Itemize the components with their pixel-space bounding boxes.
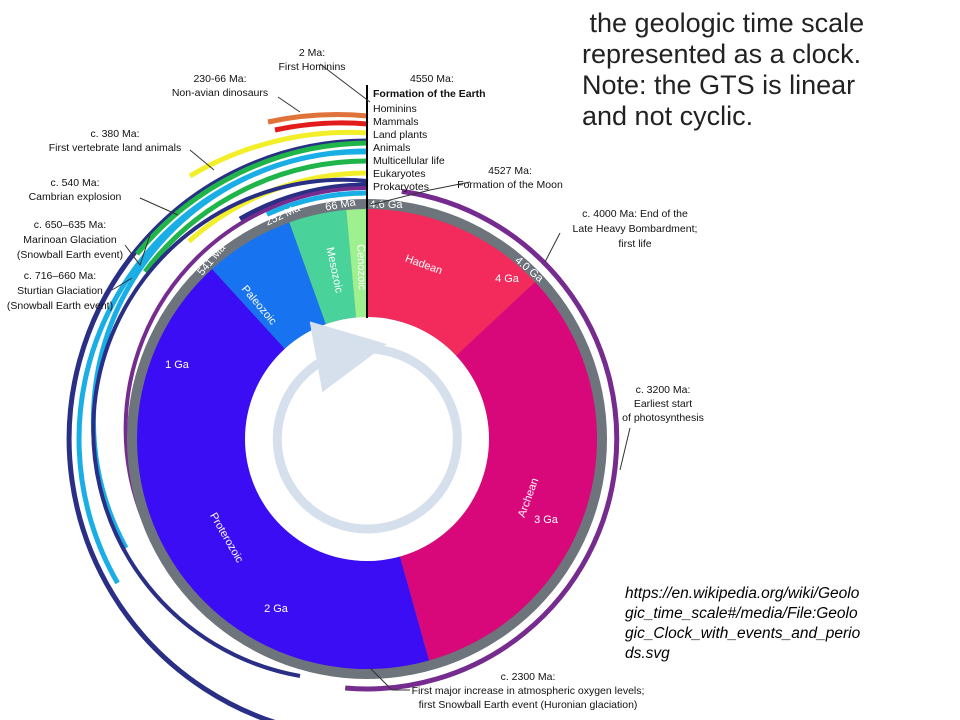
ring-tick-label: 66 Ma — [324, 196, 357, 213]
life-list-item: Mammals — [373, 116, 419, 128]
bombardment-leader — [544, 232, 561, 263]
eon-wedge-hadean — [367, 209, 536, 356]
multicellular-arc — [143, 158, 368, 274]
life-list-item: Hominins — [373, 103, 417, 115]
event-dinosaurs-line: Non-avian dinosaurs — [172, 87, 268, 99]
eon-wedge-paleozoic — [212, 222, 326, 349]
caption-text: the geologic time scale represented as a… — [582, 8, 865, 131]
eon-wedge-cenozoic — [346, 209, 367, 318]
event-sturtian-line: (Snowball Earth event) — [7, 300, 113, 312]
oxygen-leader — [369, 667, 410, 691]
event-cambrian-line: c. 540 Ma: — [50, 177, 99, 189]
cambrian-leader — [139, 197, 179, 216]
earth-formation-label: Formation of the Earth — [373, 88, 486, 100]
source-url: https://en.wikipedia.org/wiki/Geolo gic_… — [625, 585, 861, 662]
mammals-outer-arc — [267, 111, 369, 125]
event-photosynthesis-line: of photosynthesis — [622, 412, 704, 424]
rotation-arrow-icon — [272, 321, 462, 534]
eon-label-cenozoic: Cenozoic — [354, 244, 368, 291]
marinoan-leader — [124, 234, 151, 267]
sturtian-leader — [111, 277, 133, 291]
event-photosynthesis-line: c. 3200 Ma: — [636, 384, 691, 396]
eon-wedges: HadeanArcheanProterozoicPaleozoicMesozoi… — [137, 209, 597, 669]
event-bombardment-line: Late Heavy Bombardment; — [573, 223, 698, 235]
clock-center — [245, 317, 489, 561]
land-plants-arc — [238, 182, 368, 222]
life-list-item: Land plants — [373, 129, 427, 141]
event-dinosaurs-line: 230-66 Ma: — [193, 73, 246, 85]
mammals-arc — [265, 190, 368, 217]
event-marinoan-line: (Snowball Earth event) — [17, 249, 123, 261]
event-marinoan-line: Marinoan Glaciation — [23, 234, 117, 246]
event-marinoan-line: c. 650–635 Ma: — [34, 219, 106, 231]
ring-tick-label: 4.6 Ga — [369, 199, 403, 211]
land-animal-leader — [189, 149, 215, 171]
hominin-leader — [319, 63, 371, 103]
eon-wedge-proterozoic — [137, 268, 430, 669]
inner-tick-label: 1 Ga — [165, 359, 190, 371]
event-photosynthesis-line: Earliest start — [634, 398, 692, 410]
event-oxygen-line: c. 2300 Ma: — [501, 671, 556, 683]
event-moon-line: 4527 Ma: — [488, 165, 532, 177]
dinosaur-leader — [277, 96, 301, 113]
event-land_animals-line: First vertebrate land animals — [49, 142, 181, 154]
prokaryote-arc — [66, 138, 368, 720]
event-bombardment-line: first life — [618, 238, 651, 250]
event-bombardment-line: c. 4000 Ma: End of the — [582, 208, 688, 220]
inner-tick-label: 4 Ga — [495, 273, 520, 285]
prokaryote-outer-arc — [91, 177, 369, 678]
event-labels: 4550 Ma:Formation of the EarthHomininsMa… — [7, 47, 704, 711]
event-sturtian-line: Sturtian Glaciation — [17, 285, 103, 297]
moon-leader — [369, 181, 471, 206]
dinosaurs-arc — [274, 120, 369, 133]
life-list-item: Multicellular life — [373, 155, 445, 167]
event-hominins-line: First Hominins — [278, 61, 345, 73]
eon-wedge-mesozoic — [289, 209, 357, 325]
event-sturtian-line: c. 716–660 Ma: — [24, 270, 96, 282]
inner-tick-label: 3 Ga — [534, 514, 559, 526]
event-moon-line: Formation of the Moon — [457, 179, 563, 191]
inner-tick-label: 2 Ga — [264, 603, 289, 615]
photosynthesis-arc — [344, 188, 620, 692]
event-oxygen-line: First major increase in atmospheric oxyg… — [412, 685, 645, 697]
photosynthesis-leader — [619, 427, 631, 471]
life-list-item: Prokaryotes — [373, 181, 429, 193]
event-hominins-line: 2 Ma: — [299, 47, 325, 59]
archean-early-band — [456, 282, 567, 378]
life-list-item: Animals — [373, 142, 410, 154]
life-list-item: Eukaryotes — [373, 168, 426, 180]
event-land_animals-line: c. 380 Ma: — [90, 128, 139, 140]
eon-wedge-archean — [399, 282, 597, 661]
earth-date-label: 4550 Ma: — [410, 73, 454, 85]
event-cambrian-line: Cambrian explosion — [29, 191, 122, 203]
event-oxygen-line: first Snowball Earth event (Huronian gla… — [419, 699, 638, 711]
multicellular-outer-arc — [135, 140, 369, 256]
